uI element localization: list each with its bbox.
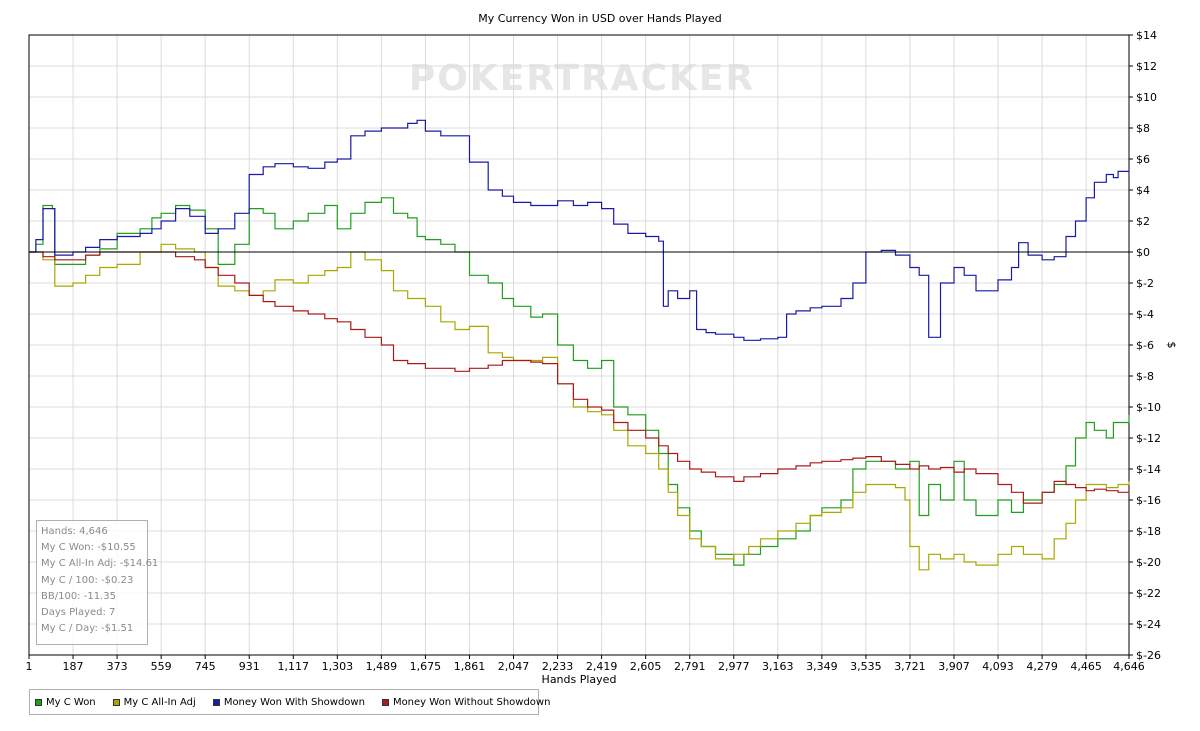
y-tick-label: $2 (1136, 215, 1150, 228)
y-axis-title: $ (1165, 342, 1178, 349)
y-tick-label: $-26 (1136, 649, 1161, 662)
legend-item-with-showdown[interactable]: Money Won With Showdown (212, 696, 365, 708)
legend-swatch (35, 698, 42, 706)
y-tick-label: $0 (1136, 246, 1150, 259)
stat-days-played: Days Played: 7 (41, 607, 116, 619)
series-line-3 (29, 119, 1130, 341)
x-tick-label: 2,233 (542, 660, 574, 673)
series-line-2 (29, 243, 1130, 571)
x-tick-label: 187 (63, 660, 84, 673)
stat-per-day: My C / Day: -$1.51 (41, 623, 134, 635)
legend-swatch (112, 698, 120, 706)
x-tick-label: 2,977 (718, 660, 750, 673)
x-tick-label: 1,861 (454, 660, 486, 673)
x-tick-label: 2,047 (498, 660, 530, 673)
x-tick-label: 931 (239, 660, 260, 673)
series-line-1 (29, 197, 1130, 566)
y-tick-label: $-10 (1136, 401, 1161, 414)
stat-bb-100: BB/100: -11.35 (41, 590, 116, 602)
x-tick-label: 1 (26, 660, 33, 673)
x-tick-label: 3,535 (850, 660, 882, 673)
x-tick-label: 745 (195, 660, 216, 673)
y-tick-label: $6 (1136, 153, 1150, 166)
legend-swatch (381, 698, 389, 706)
y-tick-label: $-18 (1136, 525, 1161, 538)
stat-allin-adj: My C All-In Adj: -$14.61 (41, 558, 159, 570)
legend-label: My C Won (46, 696, 96, 708)
y-tick-label: $12 (1136, 60, 1157, 73)
series-line-4 (29, 251, 1130, 504)
x-tick-label: 559 (151, 660, 172, 673)
legend-item-all-in-adj[interactable]: My C All-In Adj (112, 696, 196, 708)
x-tick-label: 2,605 (630, 660, 662, 673)
x-tick-label: 3,163 (762, 660, 794, 673)
legend-item-my-c-won[interactable]: My C Won (35, 697, 96, 708)
legend-label: Money Won With Showdown (223, 696, 365, 708)
x-tick-label: 3,721 (894, 660, 926, 673)
y-tick-label: $-20 (1136, 556, 1161, 569)
watermark-logo: POKERTRACKER (409, 58, 755, 99)
x-tick-label: 1,117 (278, 660, 310, 673)
legend-label: My C All-In Adj (123, 696, 196, 708)
stat-hands: Hands: 4,646 (41, 526, 108, 537)
legend-swatch (212, 698, 220, 706)
y-tick-label: $-12 (1136, 432, 1161, 445)
x-axis: 1 187 373 559 745 931 1,117 1,303 1,489 1,675 1,86… (26, 655, 1145, 673)
x-tick-label: 4,646 (1113, 660, 1145, 673)
series-layer (29, 119, 1130, 571)
y-tick-label: $-4 (1136, 308, 1154, 321)
y-tick-label: $-24 (1136, 618, 1161, 631)
legend: My C Won My C All-In Adj Money Won With … (29, 689, 550, 715)
y-axis: $14 $12 $10 $8 $6 $4 $2 $0 $-2 $-4 $-6 $-8 $-10 $-12 $… (1129, 29, 1161, 662)
x-tick-label: 1,303 (322, 660, 354, 673)
x-tick-label: 3,349 (806, 660, 838, 673)
stat-per-100: My C / 100: -$0.23 (41, 574, 134, 586)
y-tick-label: $8 (1136, 122, 1150, 135)
stat-won: My C Won: -$10.55 (41, 542, 136, 554)
x-tick-label: 1,489 (366, 660, 398, 673)
x-tick-label: 2,419 (586, 660, 618, 673)
y-tick-label: $-14 (1136, 463, 1161, 476)
y-tick-label: $-2 (1136, 277, 1154, 290)
x-tick-label: 1,675 (410, 660, 442, 673)
legend-item-without-showdown[interactable]: Money Won Without Showdown (381, 696, 551, 708)
y-tick-label: $-6 (1136, 339, 1154, 352)
legend-label: Money Won Without Showdown (392, 696, 551, 708)
chart-title: My Currency Won in USD over Hands Played (478, 12, 721, 25)
y-tick-label: $-16 (1136, 494, 1161, 507)
y-tick-label: $14 (1136, 29, 1157, 42)
y-tick-label: $-8 (1136, 370, 1154, 383)
y-tick-label: $10 (1136, 91, 1157, 104)
y-tick-label: $4 (1136, 184, 1150, 197)
x-tick-label: 4,465 (1070, 660, 1102, 673)
y-tick-label: $-22 (1136, 587, 1161, 600)
x-tick-label: 2,791 (674, 660, 706, 673)
stats-box: Hands: 4,646 My C Won: -$10.55 My C All-… (36, 520, 159, 645)
x-tick-label: 4,093 (982, 660, 1014, 673)
x-tick-label: 373 (107, 660, 128, 673)
x-tick-label: 4,279 (1026, 660, 1058, 673)
x-axis-title: Hands Played (542, 673, 617, 686)
x-tick-label: 3,907 (938, 660, 970, 673)
